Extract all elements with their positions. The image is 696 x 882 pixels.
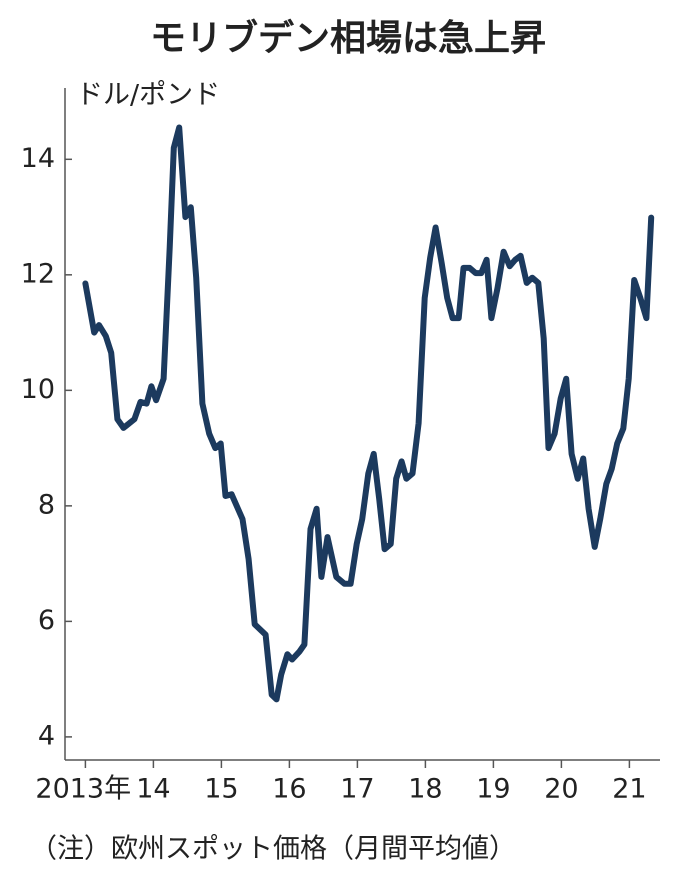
x-tick-label: 19	[476, 774, 510, 805]
y-tick-label: 4	[38, 720, 55, 751]
y-tick-label: 12	[21, 258, 55, 289]
x-tick-label: 14	[136, 774, 170, 805]
x-tick-label: 15	[204, 774, 238, 805]
y-tick-label: 8	[38, 489, 55, 520]
line	[82, 124, 655, 703]
y-tick-label: 14	[21, 143, 55, 174]
y-tick-label: 6	[38, 605, 55, 636]
note: （注）欧州スポット価格（月間平均値）	[30, 834, 516, 865]
x-tick-label: 21	[612, 774, 646, 805]
x-tick-label: 20	[544, 774, 578, 805]
x-tick-label: 16	[272, 774, 306, 805]
x-tick-label: 17	[340, 774, 374, 805]
y-axis-label: ドル/ポンド	[76, 80, 220, 111]
x-tick-label: 18	[408, 774, 442, 805]
y-tick-label: 10	[21, 374, 55, 405]
chart-title: モリブデン相場は急上昇	[150, 17, 546, 59]
x-tick-label: 2013年	[35, 774, 131, 805]
